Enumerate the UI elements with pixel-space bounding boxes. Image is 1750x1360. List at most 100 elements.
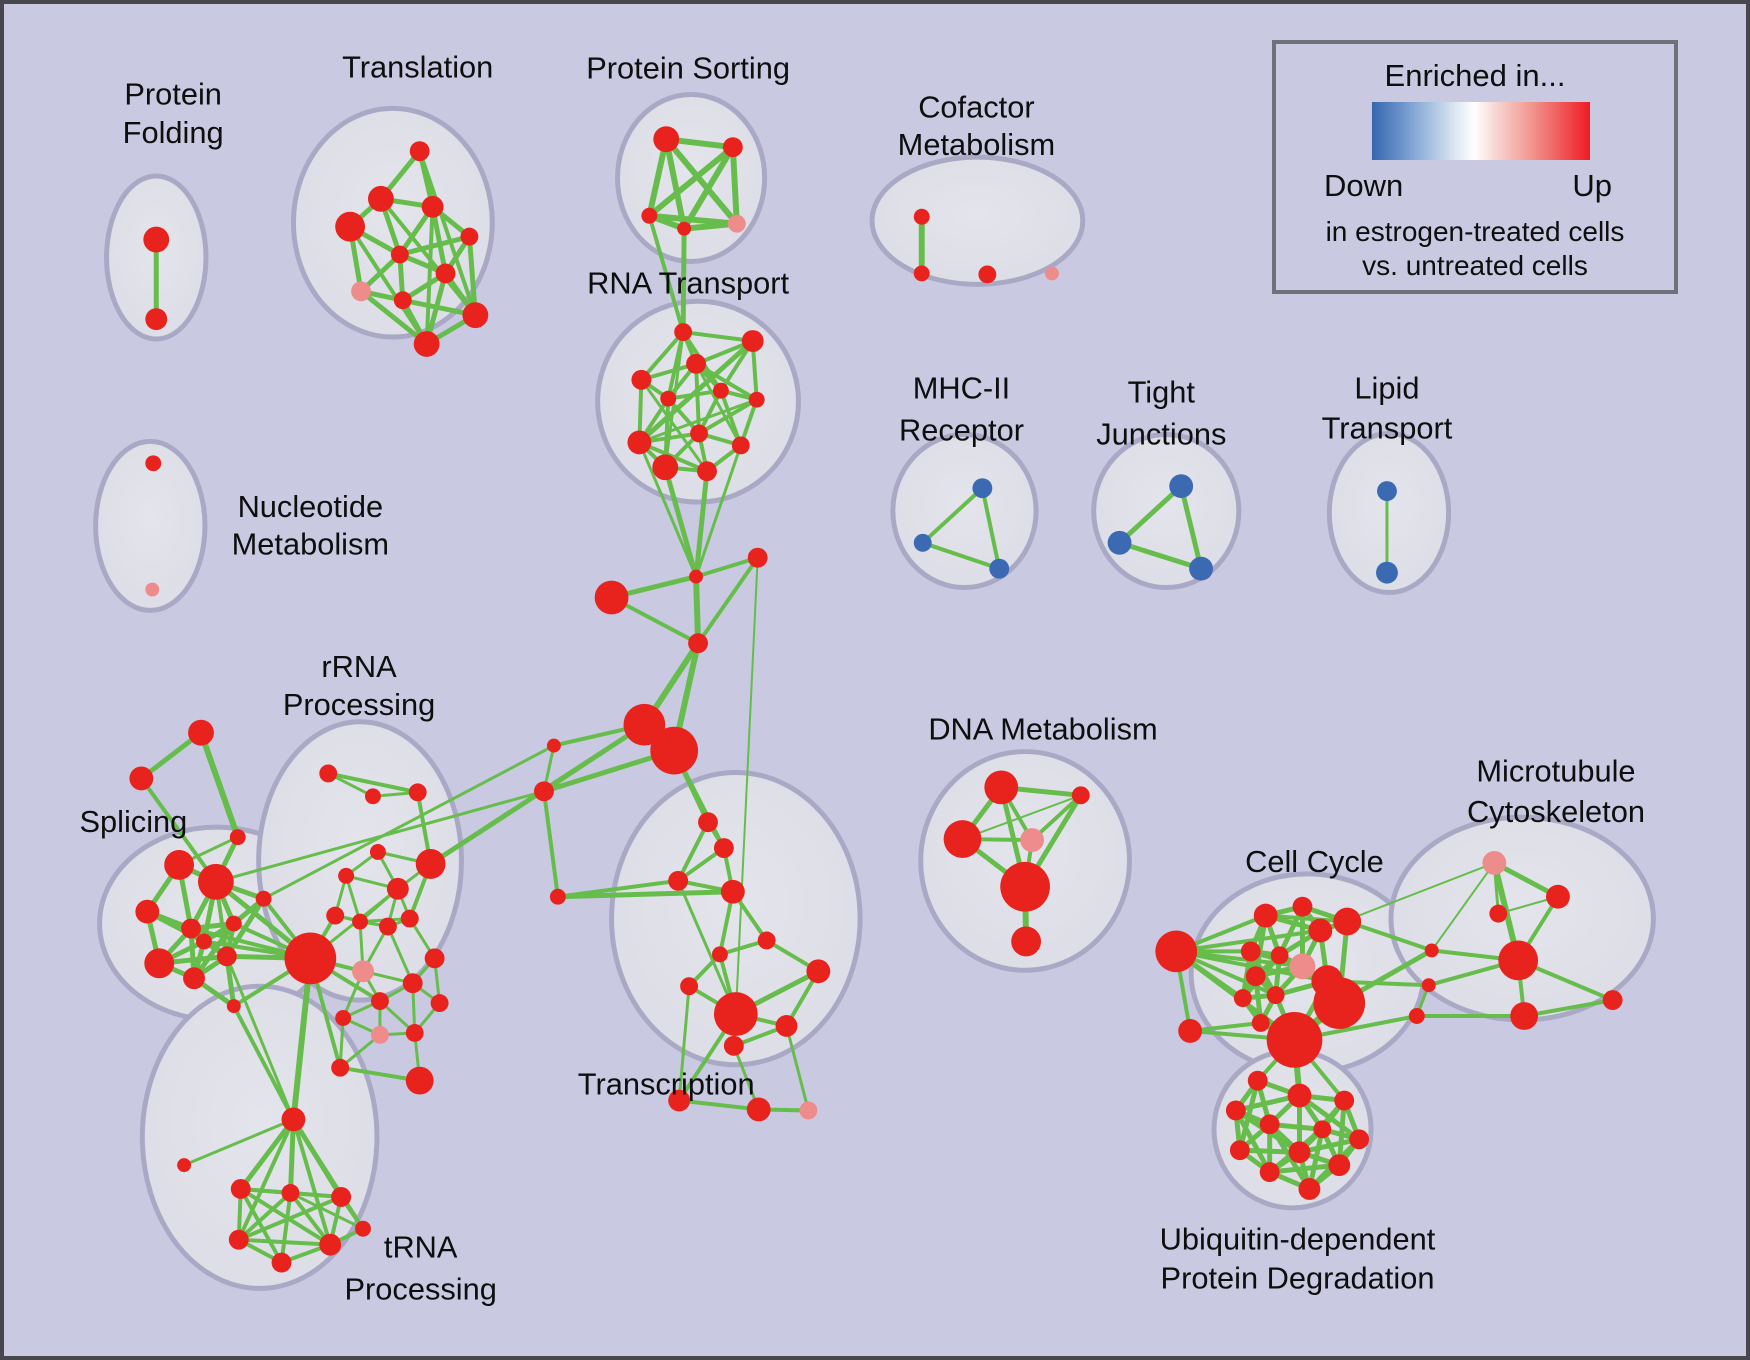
cell_cycle-microtubule_cytoskeleton-edge xyxy=(1345,919,1434,953)
rrna_processing-node-0 xyxy=(319,764,338,783)
mhc_ii_receptor-node-1 xyxy=(913,533,932,552)
dna_metabolism-node-1 xyxy=(1071,786,1090,805)
ubiquitin_degradation-node-9 xyxy=(1328,1154,1351,1177)
rrna_processing-node-2 xyxy=(408,783,427,802)
splicing-node-8 xyxy=(255,890,272,907)
splicing-node-0 xyxy=(188,719,214,746)
lipid_transport-label: Transport xyxy=(1322,410,1453,445)
transcription-node-5 xyxy=(757,931,776,950)
rna_transport-node-8 xyxy=(627,430,652,455)
tight_junctions-node-1 xyxy=(1107,530,1132,555)
rna_transport-links-edge xyxy=(662,464,699,580)
cell_cycle-node-11 xyxy=(1233,989,1252,1008)
splicing-node-4 xyxy=(198,863,234,900)
translation-edge xyxy=(466,234,478,318)
cell_cycle-node-1 xyxy=(1178,1018,1203,1043)
rna_transport-node-0 xyxy=(674,323,693,342)
lipid_transport-node-0 xyxy=(1377,481,1397,502)
ubiquitin_degradation-node-11 xyxy=(1298,1178,1321,1200)
microtubule_cytoskeleton-edge xyxy=(1491,860,1561,900)
translation-node-0 xyxy=(409,141,430,162)
translation-edge xyxy=(397,234,472,258)
legend-scale-labels: Down Up xyxy=(1276,168,1674,204)
transcription-edge xyxy=(555,889,736,900)
rna_transport-links-edge xyxy=(694,443,743,579)
splicing-node-2 xyxy=(229,829,246,846)
microtubule_cytoskeleton-node-5 xyxy=(1602,990,1623,1011)
translation-node-2 xyxy=(335,211,366,242)
trna_processing-region xyxy=(139,983,380,1291)
dna_metabolism-node-0 xyxy=(984,770,1019,805)
splicing-node-13 xyxy=(196,933,212,950)
splicing-edge xyxy=(198,729,241,841)
trna_processing-splicing-edge xyxy=(225,954,295,1121)
cell_cycle-node-4 xyxy=(1308,918,1333,943)
mhc_ii_receptor-edge xyxy=(920,540,1002,571)
microtubule_cytoskeleton-label: Cytoskeleton xyxy=(1467,794,1645,829)
cell_cycle-node-8 xyxy=(1289,953,1316,980)
protein_sorting-node-0 xyxy=(653,126,680,153)
cell_cycle-node-13 xyxy=(1251,1014,1270,1032)
translation-edge xyxy=(417,149,478,318)
links-node-2 xyxy=(594,580,629,615)
ubiquitin_degradation-node-10 xyxy=(1259,1162,1280,1183)
dna_metabolism-node-3 xyxy=(1020,828,1044,852)
rna_transport-edge xyxy=(666,388,723,401)
legend-title: Enriched in... xyxy=(1384,58,1566,93)
lipid_transport-node-1 xyxy=(1376,561,1398,584)
rrna_processing-edge xyxy=(344,874,362,924)
nucleotide_metabolism-node-1 xyxy=(145,582,160,597)
rrna_processing-node-14 xyxy=(430,994,449,1013)
ubiquitin_degradation-node-8 xyxy=(1288,1141,1311,1164)
microtubule_cytoskeleton-node-8 xyxy=(1408,1008,1425,1024)
rrna_processing-node-8 xyxy=(352,913,368,930)
mhc_ii_receptor-node-0 xyxy=(972,478,993,499)
rna_transport-edge xyxy=(666,330,686,401)
transcription-node-13 xyxy=(746,1097,771,1122)
ubiquitin_degradation-node-1 xyxy=(1287,1083,1312,1108)
transcription-node-10 xyxy=(775,1015,798,1037)
microtubule_cytoskeleton-node-2 xyxy=(1489,904,1508,923)
cell_cycle-node-0 xyxy=(1155,930,1198,973)
rna_transport-links-edge xyxy=(693,468,710,580)
splicing-node-12 xyxy=(226,999,241,1014)
links-transcription-edge xyxy=(734,556,759,1016)
transcription-node-12 xyxy=(668,1089,691,1112)
splicing-node-1 xyxy=(129,766,154,791)
dna_metabolism-label: DNA Metabolism xyxy=(928,712,1157,747)
translation-label: Translation xyxy=(342,50,493,85)
links-edge xyxy=(694,555,760,579)
transcription-node-1 xyxy=(713,838,734,858)
cell_cycle-node-14 xyxy=(1266,1012,1323,1068)
cofactor_metabolism-region xyxy=(869,154,1086,287)
trna_processing-node-8 xyxy=(355,1220,371,1237)
trna_processing-node-2 xyxy=(230,1179,251,1199)
tight_junctions-node-2 xyxy=(1189,556,1213,581)
trna_processing-edge xyxy=(291,1117,333,1247)
translation-region xyxy=(290,105,495,340)
protein_sorting-edge xyxy=(646,144,736,219)
microtubule_cytoskeleton-edge xyxy=(1430,861,1496,952)
transcription-node-11 xyxy=(723,1035,744,1056)
cell_cycle-label: Cell Cycle xyxy=(1245,844,1384,879)
protein_sorting-edge xyxy=(663,136,740,227)
splicing-node-6 xyxy=(181,918,201,939)
links-node-4 xyxy=(623,703,666,746)
microtubule_cytoskeleton-edge xyxy=(1522,998,1615,1018)
lipid_transport-region xyxy=(1326,430,1452,596)
transcription-node-3 xyxy=(720,879,745,904)
protein_sorting-rna_transport-edge xyxy=(647,213,686,335)
transcription-edge xyxy=(677,1098,761,1112)
rna_transport-edge xyxy=(697,397,759,436)
rna_transport-links-edge xyxy=(637,440,698,579)
translation-node-8 xyxy=(393,291,412,310)
lipid_transport-label: Lipid xyxy=(1354,371,1419,406)
transcription-region xyxy=(609,769,863,1068)
splicing-node-5 xyxy=(135,899,160,924)
tight_junctions-node-0 xyxy=(1169,474,1194,499)
cell_cycle-node-6 xyxy=(1240,941,1261,962)
transcription-edge xyxy=(785,1024,810,1112)
cofactor_metabolism-node-0 xyxy=(913,208,930,225)
links-edge xyxy=(696,555,760,646)
rrna_processing-node-17 xyxy=(405,1023,424,1042)
